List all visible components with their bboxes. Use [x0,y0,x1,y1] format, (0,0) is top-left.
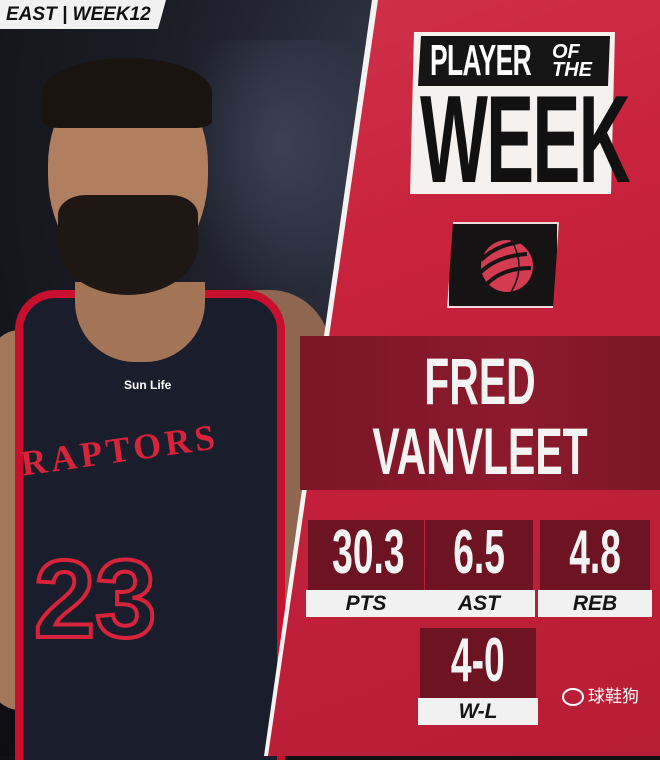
jersey-number: 23 [32,538,158,662]
conference-week-tag: EAST | WEEK12 [0,0,166,29]
stat-value-text: 30.3 [332,518,405,587]
watermark: 球鞋狗 [562,687,639,707]
stat-value-text: 6.5 [453,518,505,587]
title-player: PLAYER [430,36,532,85]
title-of-the: OF THE [552,41,592,81]
title-bar: PLAYER OF THE [418,36,610,86]
stat-win-loss: 4-0 W-L [418,628,538,725]
stat-label: REB [538,590,652,617]
stat-value-text: 4.8 [569,518,621,587]
wechat-icon [562,688,584,706]
stat-value: 4.8 [540,520,650,590]
player-last-name: VANVLEET [372,414,588,488]
stat-label: W-L [418,698,538,725]
title-week: WEEK [420,71,631,209]
stat-assists: 6.5 AST [423,520,535,617]
jersey [15,290,285,760]
stat-label: AST [423,590,535,617]
raptors-claw-basketball-icon [479,239,533,293]
tag-text: EAST | WEEK12 [6,4,151,25]
jersey-sponsor: Sun Life [124,378,172,392]
player-of-the-week-title: PLAYER OF THE WEEK [410,32,631,202]
stat-value: 4-0 [420,628,536,698]
player-hair [42,58,212,128]
stat-value-text: 4-0 [451,626,505,695]
stat-rebounds: 4.8 REB [538,520,652,617]
player-beard [58,195,198,295]
player-first-name: FRED [424,344,536,418]
stat-value: 6.5 [425,520,533,590]
stat-value: 30.3 [308,520,424,590]
team-logo [447,222,559,308]
stat-label: PTS [306,590,426,617]
stat-points: 30.3 PTS [306,520,426,617]
player-name-band: FRED VANVLEET [300,336,660,490]
watermark-text: 球鞋狗 [588,687,639,706]
